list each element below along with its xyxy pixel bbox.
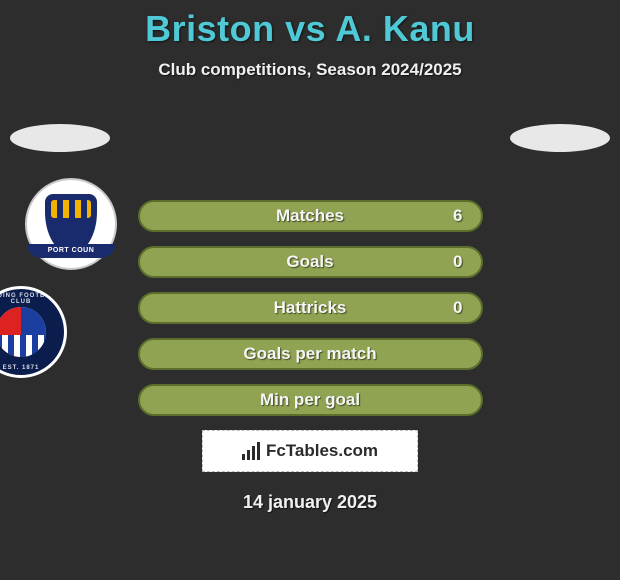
stats-list: Matches 6 Goals 0 Hattricks 0 Goals per …: [138, 200, 483, 416]
watermark-text: FcTables.com: [266, 441, 378, 461]
stat-label: Min per goal: [260, 390, 360, 410]
stat-row-min-per-goal: Min per goal: [138, 384, 483, 416]
club-crest-left: PORT COUN: [25, 178, 117, 270]
stat-value: 0: [453, 298, 462, 318]
stat-label: Hattricks: [274, 298, 347, 318]
watermark: FcTables.com: [202, 430, 418, 472]
bar-chart-icon: [242, 442, 260, 460]
subtitle: Club competitions, Season 2024/2025: [0, 60, 620, 80]
crest-left-band: PORT COUN: [27, 244, 115, 258]
stat-row-hattricks: Hattricks 0: [138, 292, 483, 324]
stat-row-goals-per-match: Goals per match: [138, 338, 483, 370]
stat-value: 6: [453, 206, 462, 226]
stat-row-matches: Matches 6: [138, 200, 483, 232]
player-left-silhouette: [10, 124, 110, 152]
player-right-silhouette: [510, 124, 610, 152]
page-title: Briston vs A. Kanu: [0, 8, 620, 50]
stat-value: 0: [453, 252, 462, 272]
club-crest-right: READING FOOTBALL CLUB EST. 1871: [0, 286, 67, 378]
crest-right-inner: [0, 307, 46, 357]
crest-right-ring-top: READING FOOTBALL CLUB: [0, 293, 64, 305]
crest-right-ring-bottom: EST. 1871: [0, 365, 64, 371]
comparison-card: Briston vs A. Kanu Club competitions, Se…: [0, 0, 620, 513]
stat-label: Goals: [286, 252, 333, 272]
stat-label: Goals per match: [243, 344, 376, 364]
date-label: 14 january 2025: [0, 492, 620, 513]
stat-row-goals: Goals 0: [138, 246, 483, 278]
stat-label: Matches: [276, 206, 344, 226]
